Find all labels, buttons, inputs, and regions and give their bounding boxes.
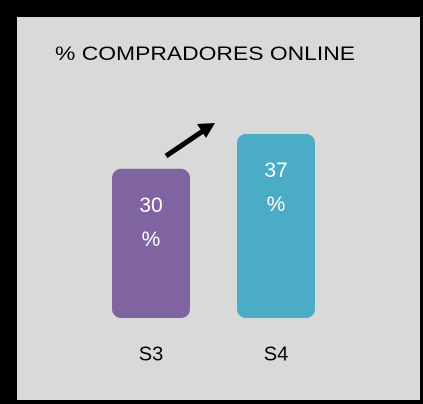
x-tick-label: S3: [139, 343, 163, 365]
value-label: 37 %: [264, 159, 288, 216]
arrow-head: [197, 123, 215, 138]
chart-title: % COMPRADORES ONLINE: [55, 44, 355, 65]
bar: [237, 134, 315, 318]
panel: [17, 17, 420, 400]
x-tick-label: S4: [264, 343, 288, 365]
arrow-shaft: [164, 128, 205, 159]
bar: [112, 168, 190, 318]
value-label: 30 %: [139, 193, 163, 251]
